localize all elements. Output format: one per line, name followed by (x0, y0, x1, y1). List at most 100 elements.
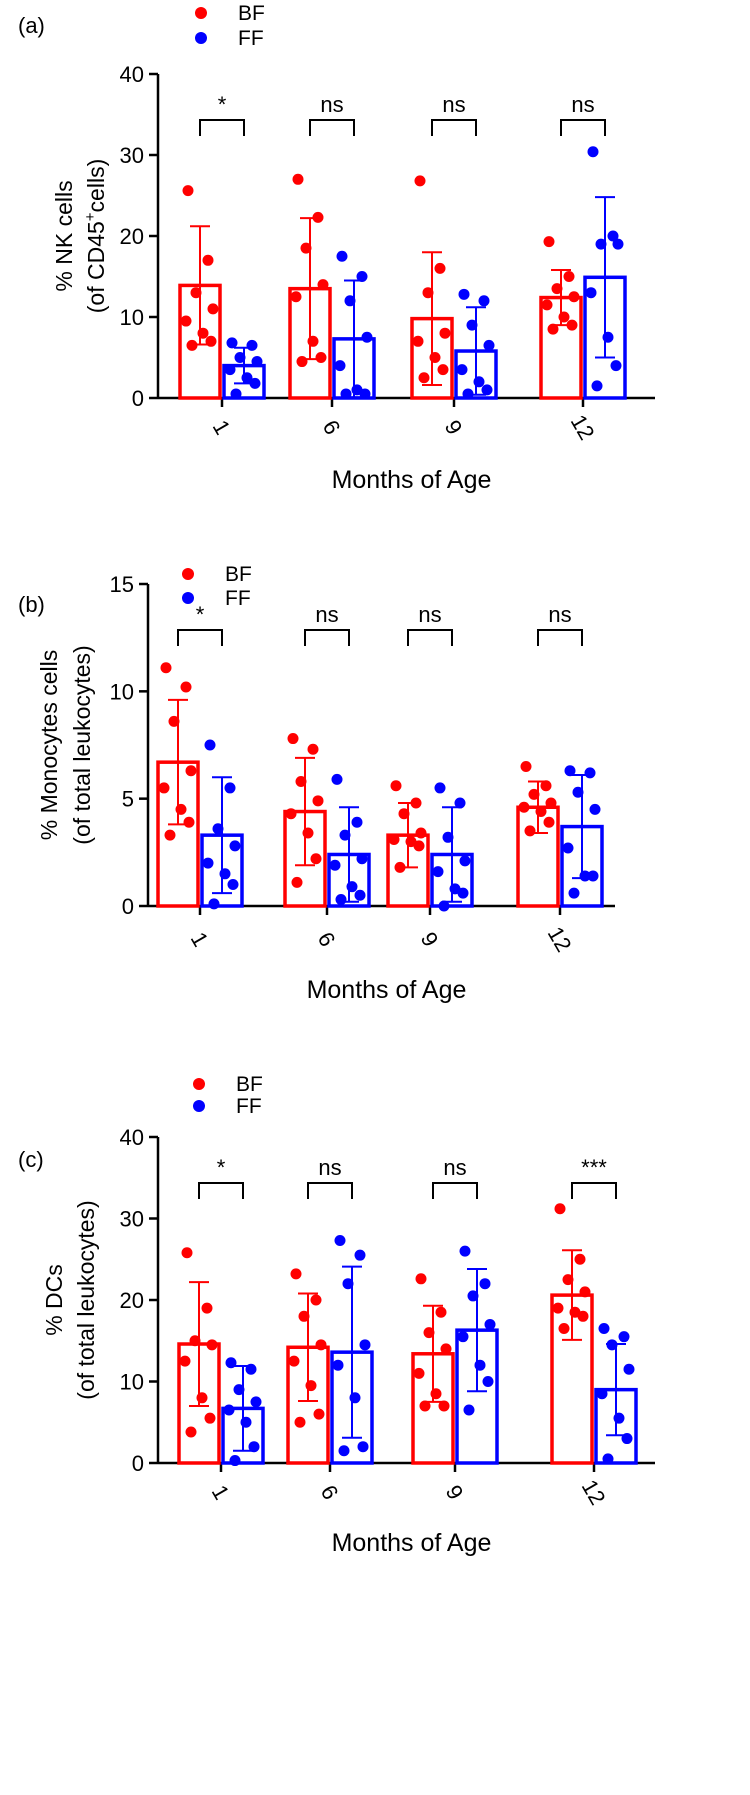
data-point-bf (295, 775, 307, 787)
data-point-ff (241, 372, 253, 384)
significance-label: ns (320, 92, 343, 117)
x-tick-label: 12 (543, 922, 577, 956)
data-point-bf (180, 315, 192, 327)
y-tick-label: 40 (120, 62, 144, 87)
data-point-bf (315, 352, 327, 363)
data-point-bf (415, 827, 427, 839)
data-point-ff (342, 1278, 354, 1290)
data-point-ff (340, 388, 352, 400)
data-point-bf (545, 797, 557, 809)
y-tick-label: 10 (120, 305, 144, 330)
data-point-bf (204, 1412, 216, 1424)
legend-marker-bf (193, 1078, 205, 1090)
data-point-ff (248, 1441, 260, 1453)
data-point-ff (334, 1235, 346, 1247)
significance-bracket (571, 1182, 617, 1199)
data-point-bf (290, 1268, 302, 1280)
x-axis-label: Months of Age (307, 976, 467, 1004)
legend-marker-ff (193, 1100, 205, 1112)
legend-label-ff: FF (236, 1095, 262, 1118)
data-point-ff (344, 295, 356, 307)
data-point-bf (305, 1380, 317, 1392)
y-tick-label: 30 (120, 1207, 144, 1232)
data-point-ff (568, 887, 580, 899)
data-point-ff (224, 782, 236, 794)
y-axis-label-line-2: (of total leukocytes) (69, 645, 95, 844)
data-point-bf (296, 356, 308, 368)
significance-label: *** (581, 1155, 607, 1180)
data-point-bf (563, 271, 575, 282)
data-point-bf (434, 262, 446, 274)
data-point-bf (541, 299, 553, 311)
data-point-bf (437, 364, 449, 376)
significance-bracket (198, 1182, 244, 1199)
data-point-bf (317, 279, 329, 291)
data-point-ff (432, 866, 444, 878)
data-point-bf (298, 1310, 310, 1322)
legend-marker-bf (182, 568, 194, 580)
data-point-ff (331, 773, 343, 785)
data-point-bf (552, 1302, 564, 1314)
data-point-ff (356, 271, 368, 282)
data-point-ff (225, 1357, 237, 1369)
data-point-ff (457, 887, 469, 899)
significance-bracket (304, 629, 350, 646)
data-point-bf (435, 1306, 447, 1318)
data-point-bf (422, 287, 434, 299)
data-point-bf (440, 1343, 452, 1355)
legend-marker-ff (182, 592, 194, 604)
legend-label-bf: BF (236, 1073, 263, 1096)
x-tick-label: 12 (566, 410, 600, 444)
legend-marker-ff (195, 32, 207, 44)
data-point-bf (535, 806, 547, 818)
data-point-ff (466, 319, 478, 331)
data-point-bf (207, 303, 219, 315)
data-point-ff (595, 238, 607, 250)
significance-label: ns (443, 1155, 466, 1180)
y-tick-label: 30 (120, 143, 144, 168)
data-point-bf (160, 662, 172, 674)
data-point-ff (336, 250, 348, 262)
x-tick-label: 12 (577, 1475, 611, 1509)
data-point-ff (251, 356, 263, 368)
data-point-ff (434, 782, 446, 794)
data-point-bf (182, 185, 194, 197)
x-tick-label: 1 (207, 1481, 235, 1504)
data-point-bf (566, 319, 578, 331)
data-point-ff (585, 287, 597, 299)
x-tick-label: 1 (208, 416, 236, 439)
data-point-ff (438, 900, 450, 912)
data-point-bf (196, 1392, 208, 1404)
data-point-bf (418, 372, 430, 384)
data-point-bf (579, 1286, 591, 1298)
data-point-bf (574, 1253, 586, 1265)
data-point-bf (429, 352, 441, 363)
y-tick-label: 20 (120, 1288, 144, 1313)
data-point-bf (423, 1327, 435, 1339)
data-point-bf (164, 829, 176, 841)
data-point-ff (338, 1445, 350, 1457)
data-point-ff (564, 765, 576, 777)
data-point-bf (175, 803, 187, 815)
data-point-bf (312, 211, 324, 223)
data-point-bf (558, 311, 570, 323)
y-axis-label-line-1: % DCs (41, 1264, 67, 1336)
data-point-ff (332, 1359, 344, 1371)
significance-label: ns (442, 92, 465, 117)
data-point-ff (334, 360, 346, 372)
data-point-ff (596, 1388, 608, 1400)
data-point-bf (419, 1400, 431, 1412)
data-point-ff (602, 1453, 614, 1465)
data-point-ff (459, 855, 471, 867)
data-point-bf (181, 1247, 193, 1259)
data-point-bf (390, 780, 402, 792)
data-point-ff (339, 829, 351, 841)
x-tick-label: 6 (318, 416, 346, 439)
significance-label: ns (571, 92, 594, 117)
significance-bracket (560, 119, 606, 136)
y-tick-label: 0 (132, 1451, 144, 1476)
data-point-ff (456, 364, 468, 376)
